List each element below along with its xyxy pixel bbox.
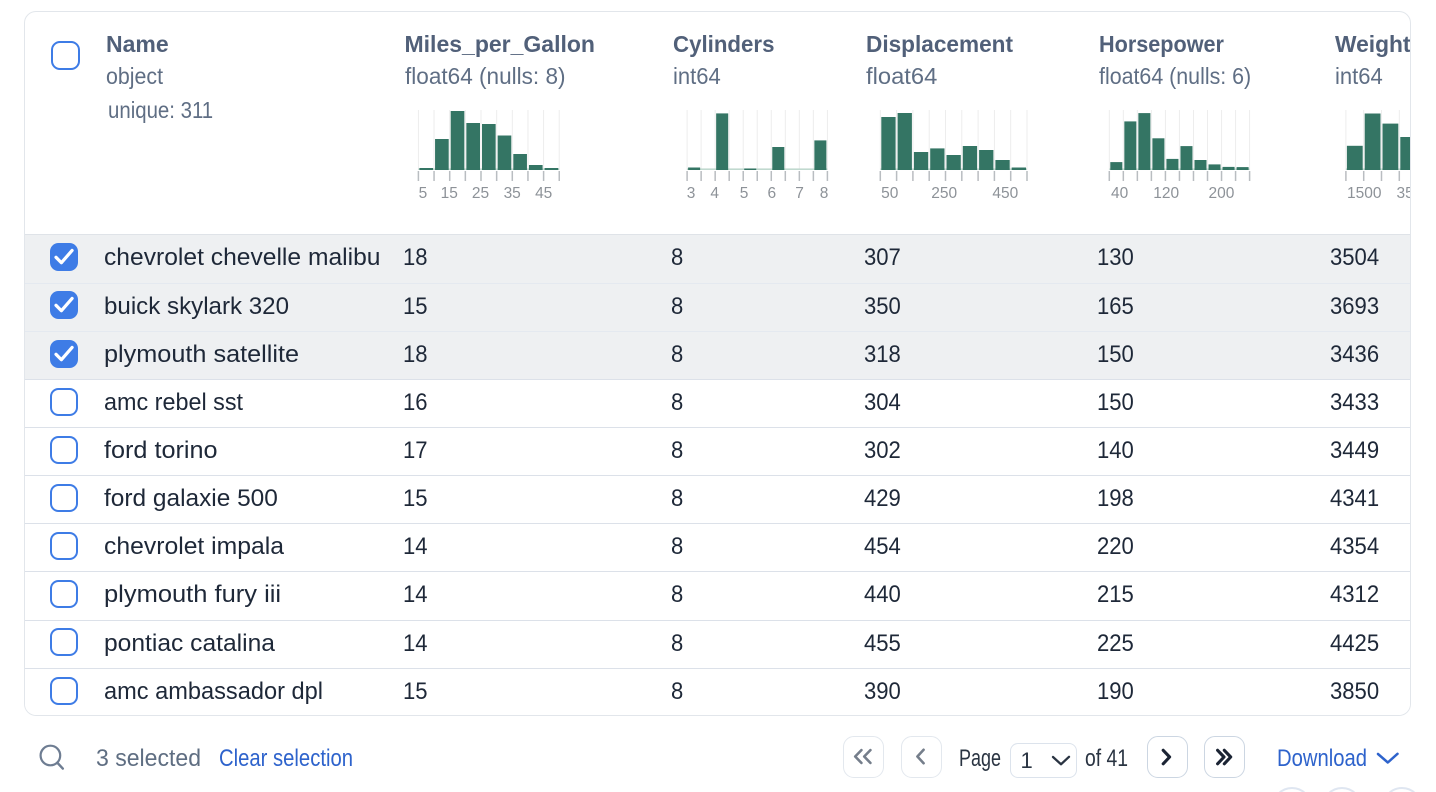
svg-text:450: 450 (992, 185, 1018, 202)
svg-text:4: 4 (710, 185, 719, 202)
svg-text:250: 250 (931, 185, 957, 202)
svg-text:25: 25 (472, 185, 489, 202)
svg-text:120: 120 (1153, 185, 1179, 202)
svg-text:5: 5 (740, 185, 749, 202)
svg-text:15: 15 (441, 185, 458, 202)
svg-text:1500: 1500 (1347, 185, 1382, 202)
svg-text:200: 200 (1208, 185, 1234, 202)
svg-text:6: 6 (767, 185, 776, 202)
svg-text:50: 50 (881, 185, 899, 202)
svg-text:35: 35 (504, 185, 521, 202)
svg-text:3500: 3500 (1397, 185, 1411, 202)
svg-text:45: 45 (535, 185, 552, 202)
svg-text:3: 3 (687, 185, 696, 202)
svg-text:5: 5 (419, 185, 428, 202)
svg-text:40: 40 (1111, 185, 1129, 202)
svg-text:8: 8 (820, 185, 829, 202)
svg-text:7: 7 (795, 185, 804, 202)
